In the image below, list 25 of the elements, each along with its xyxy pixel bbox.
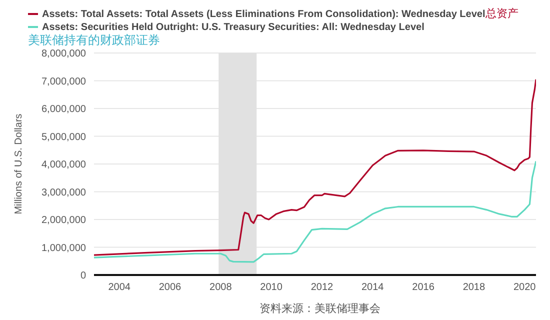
y-tick-label: 3,000,000 (42, 187, 86, 198)
x-tick-label: 2008 (210, 282, 232, 294)
text: 总资产 (485, 8, 518, 20)
x-tick-label: 2016 (412, 282, 435, 294)
x-tick-label: 2018 (462, 282, 486, 294)
y-tick-label: 6,000,000 (42, 104, 86, 116)
text: 美联储持有的财政部证券 (28, 33, 161, 47)
y-tick-label: 0 (80, 270, 86, 282)
y-tick-label: 7,000,000 (42, 76, 86, 88)
y-tick-label: 2,000,000 (42, 215, 86, 226)
x-tick-label: 2020 (513, 282, 536, 294)
x-tick-label: 2014 (362, 282, 384, 294)
y-tick-label: 8,000,000 (42, 48, 86, 60)
x-tick-label: 2010 (260, 282, 283, 294)
y-axis-title: Millions of U.S. Dollars (14, 114, 25, 214)
x-tick-label: 2006 (158, 282, 182, 294)
x-tick-label: 2012 (310, 282, 334, 294)
line-series (94, 160, 536, 263)
legend-label: Assets: Securities Held Outright: U.S. Treasury Securities: All: Wednesday Level (41, 21, 426, 34)
y-tick-label: 1,000,000 (42, 242, 86, 254)
x-tick-label: 2004 (108, 282, 131, 294)
y-tick-label: 5,000,000 (42, 132, 86, 143)
text: 资料来源：美联储理事会 (258, 302, 382, 316)
line-series (94, 78, 536, 256)
y-tick-label: 4,000,000 (42, 160, 86, 171)
